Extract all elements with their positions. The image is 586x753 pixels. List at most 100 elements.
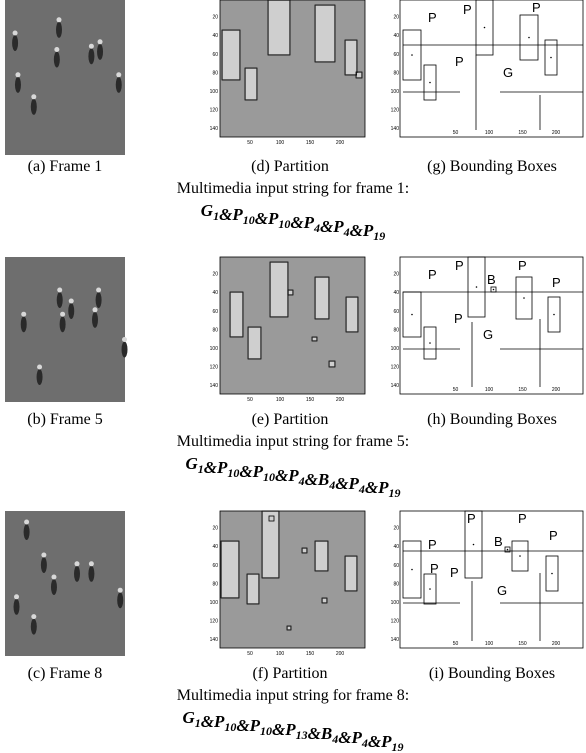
player (57, 292, 63, 308)
region (248, 575, 258, 603)
y-tick-label: 40 (393, 544, 399, 550)
bbox-center (429, 342, 431, 344)
separator: & (239, 462, 253, 481)
bbox-label: B (494, 534, 503, 549)
token-symbol: G (186, 454, 199, 473)
bbox-center (523, 297, 525, 299)
y-tick-label: 140 (210, 637, 219, 643)
bbox-label: P (467, 511, 476, 526)
panel-caption: (a) Frame 1 (28, 158, 103, 175)
partition-plot (220, 511, 365, 648)
separator: & (305, 470, 319, 489)
x-tick-label: 100 (276, 140, 285, 146)
player-head (118, 588, 123, 593)
bbox-center (519, 555, 521, 557)
region (270, 517, 273, 520)
figure-row: 2040608010012014050100150200PPBPPPG20406… (5, 257, 583, 500)
region (316, 6, 334, 61)
x-tick-label: 100 (485, 387, 494, 393)
separator: & (219, 205, 233, 224)
region (249, 328, 260, 358)
y-tick-label: 60 (212, 52, 218, 58)
player-head (122, 337, 127, 342)
player-head (89, 561, 94, 566)
page: {"separator": "&", "rows": [ {"panels": … (0, 0, 586, 753)
player-head (14, 594, 19, 599)
y-tick-label: 80 (212, 327, 218, 333)
y-tick-label: 80 (393, 327, 399, 333)
player-head (24, 520, 29, 525)
player-head (15, 72, 20, 77)
x-tick-label: 50 (247, 397, 253, 403)
bbox-label: P (454, 311, 463, 326)
player (54, 52, 60, 68)
region (330, 362, 334, 366)
separator: & (204, 458, 218, 477)
separator: & (320, 217, 334, 236)
region (231, 293, 242, 336)
separator: & (236, 716, 250, 735)
x-tick-label: 100 (485, 130, 494, 136)
player-head (54, 47, 59, 52)
player-head (57, 17, 62, 22)
x-tick-label: 150 (306, 397, 315, 403)
token-sub: 4 (358, 482, 365, 496)
panel-caption: (d) Partition (251, 158, 329, 175)
bbox-center (473, 544, 475, 546)
y-tick-label: 80 (393, 70, 399, 76)
bbox-center (553, 314, 555, 316)
x-tick-label: 200 (336, 397, 345, 403)
player (37, 369, 43, 385)
player-head (41, 553, 46, 558)
x-tick-label: 50 (247, 651, 253, 657)
token-symbol: B (320, 724, 332, 743)
player (21, 316, 27, 332)
x-tick-label: 150 (306, 651, 315, 657)
panel-caption: (b) Frame 5 (27, 411, 103, 428)
x-tick-label: 50 (453, 641, 459, 647)
bbox-center (411, 569, 413, 571)
separator: & (255, 209, 269, 228)
separator: & (338, 728, 352, 747)
bbox-label: P (428, 267, 437, 282)
player-head (98, 39, 103, 44)
string-label: Multimedia input string for frame 5: (177, 433, 409, 450)
figure-row: 2040608010012014050100150200PPPBPPPG2040… (5, 511, 583, 753)
bbox-label: G (483, 327, 493, 342)
separator: & (350, 221, 364, 240)
player-head (69, 299, 74, 304)
separator: & (290, 213, 304, 232)
panel-caption: (c) Frame 8 (28, 665, 103, 682)
region (313, 338, 316, 340)
bbox-label: P (518, 511, 527, 526)
player-head (37, 365, 42, 370)
x-tick-label: 150 (518, 641, 527, 647)
y-tick-label: 100 (391, 89, 400, 95)
separator: & (335, 474, 349, 493)
token-sub: 4 (313, 221, 320, 235)
y-tick-label: 40 (212, 290, 218, 296)
frame-photo (5, 0, 125, 155)
y-tick-label: 80 (212, 70, 218, 76)
token-symbol: P (213, 712, 225, 731)
bbox-label: G (503, 65, 513, 80)
x-tick-label: 200 (336, 651, 345, 657)
player-head (75, 561, 80, 566)
bbox-label: P (549, 528, 558, 543)
token-sub: 10 (278, 217, 290, 231)
separator: & (368, 732, 382, 751)
panel-caption: (f) Partition (252, 665, 327, 682)
player (15, 77, 21, 93)
y-tick-label: 60 (393, 563, 399, 569)
x-tick-label: 200 (336, 140, 345, 146)
region (346, 41, 356, 74)
region (246, 69, 256, 99)
string-label: Multimedia input string for frame 8: (177, 687, 409, 704)
player (88, 48, 94, 64)
x-tick-label: 100 (276, 397, 285, 403)
separator: & (272, 720, 286, 739)
region (303, 549, 306, 552)
player-head (89, 44, 94, 49)
x-tick-label: 150 (306, 140, 315, 146)
bbox-center (484, 27, 486, 29)
